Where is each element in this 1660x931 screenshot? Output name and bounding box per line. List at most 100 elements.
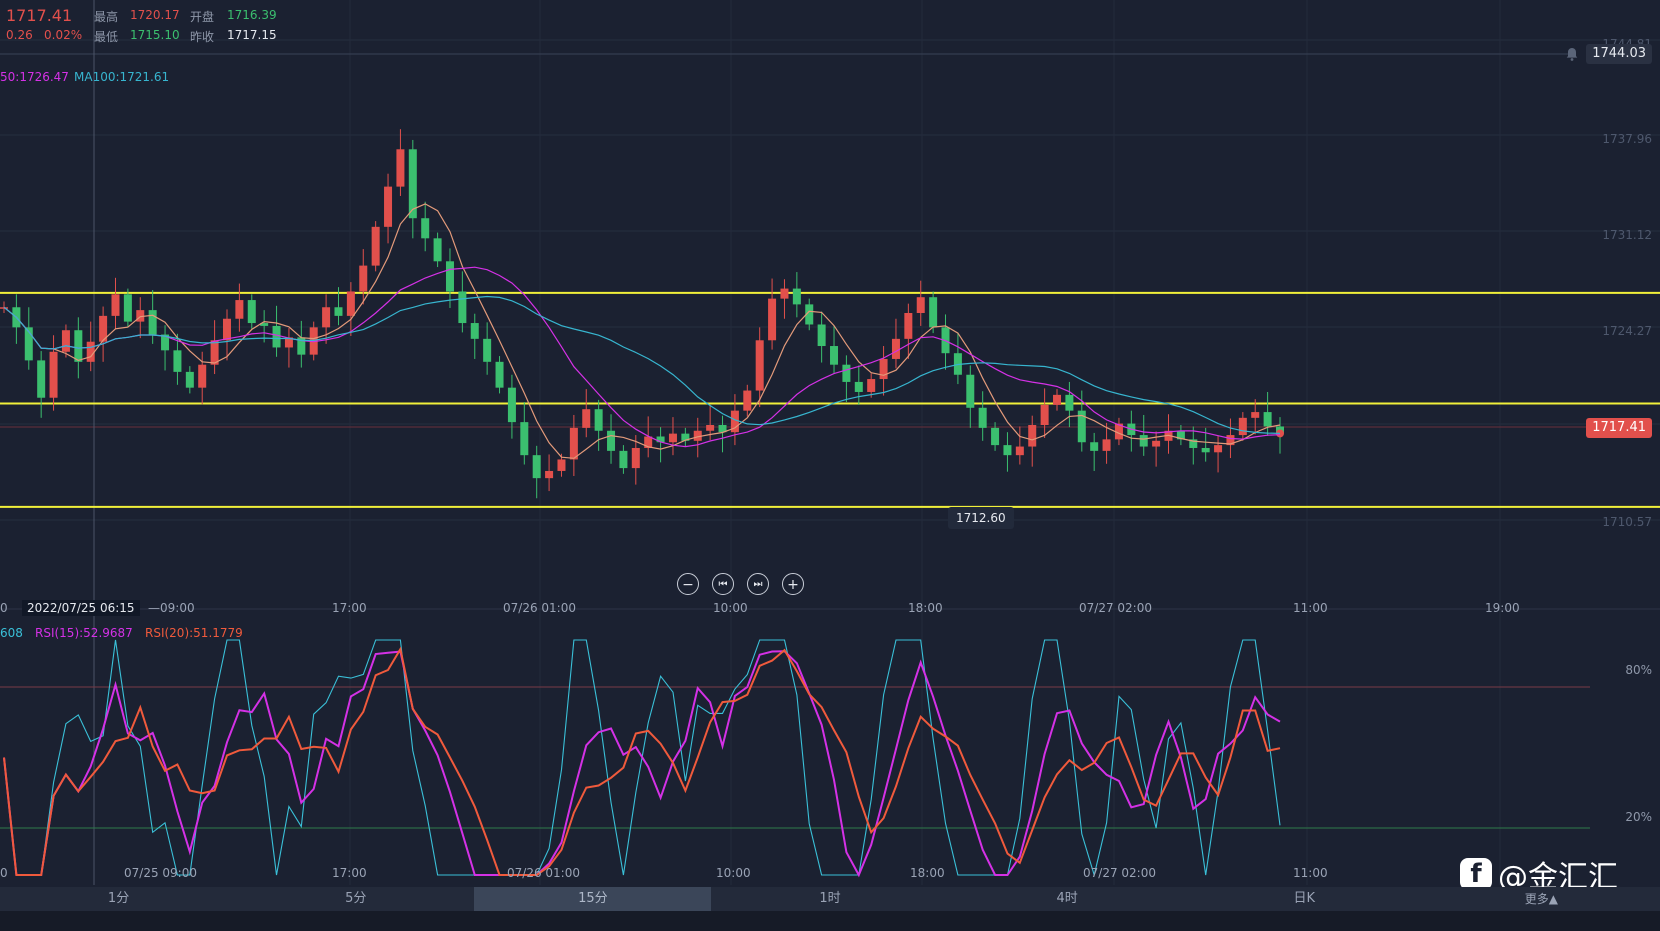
rsi-time-label: 18:00 [910,866,945,880]
candle-body [1065,394,1074,411]
candle-body [842,364,851,382]
price-alert-level[interactable]: 1744.03 [1586,44,1652,64]
candle-body [743,390,752,411]
candlestick-series [0,129,1284,499]
candle-body [656,436,665,443]
support-resistance-lines [0,291,1660,508]
rsi-time-label: 0 [0,866,8,880]
candle-body [322,307,331,328]
rsi-time-label: 07/25 09:00 [124,866,197,880]
skip-forward-button[interactable]: ⏭ [747,573,769,595]
more-timeframes-button[interactable]: 更多▲ [1524,892,1559,906]
candle-body [991,427,1000,446]
tab-daily[interactable]: 日K [1293,891,1316,906]
open-label: 开盘 [190,10,215,24]
candle-body [507,387,516,423]
rsi-time-label: 07/27 02:00 [1083,866,1156,880]
candle-body [198,364,207,388]
candle-body [780,288,789,299]
candle-body [607,430,616,451]
timeframe-tabs: 1分 5分 15分 1时 4时 日K 更多▲ [0,887,1660,911]
candle-body [136,310,145,322]
candle-body [792,288,801,305]
price-tick: 1731.12 [1602,228,1652,242]
tab-5min[interactable]: 5分 [345,891,367,906]
crosshair-time-label: 2022/07/25 06:15 [22,600,140,616]
rsi-time-label: 11:00 [1293,866,1328,880]
tab-15min[interactable]: 15分 [474,887,712,911]
candle-body [668,433,677,443]
candle-body [594,409,603,431]
candle-body [260,323,269,326]
time-label: —09:00 [148,601,195,615]
ma100-legend: MA100:1721.61 [74,70,170,84]
ma50-legend: 50:1726.47 [0,70,69,84]
candle-body [1003,445,1012,456]
candle-body [445,261,454,292]
candle-body [1263,412,1272,427]
moving-average-lines [3,203,1281,459]
candle-body [681,433,690,441]
rsi-prev-legend: 608 [0,626,23,640]
time-label: 17:00 [332,601,367,615]
candle-body [1040,404,1049,426]
candle-body [458,291,467,324]
candle-body [582,409,591,428]
candle-body [61,330,70,352]
time-label: 0 [0,601,8,615]
rsi15-legend: RSI(15):52.9687 [35,626,133,640]
candle-body [730,410,739,433]
candle-body [173,350,182,372]
candle-body [755,340,764,391]
candle-body [1238,417,1247,436]
candle-body [545,470,554,479]
tab-1min[interactable]: 1分 [107,891,130,906]
candle-body [978,407,987,428]
tab-1hour[interactable]: 1时 [819,891,841,906]
candle-body [359,265,368,292]
price-tick: 1737.96 [1602,132,1652,146]
rsi-time-label: 17:00 [332,866,367,880]
rsi15-line [3,650,1281,878]
rsi-20-label: 20% [1625,810,1652,824]
skip-back-button[interactable]: ⏮ [712,573,734,595]
candle-body [644,436,653,448]
candle-body [384,186,393,227]
zoom-out-button[interactable]: − [677,573,699,595]
candle-body [1077,410,1086,443]
bottom-bar [0,911,1660,931]
candle-body [371,226,380,266]
candle-body [1201,447,1210,453]
candle-body [619,450,628,469]
candle-body [396,149,405,187]
candle-body [569,427,578,460]
candle-body [483,338,492,362]
candle-body [235,300,244,319]
zoom-in-button[interactable]: + [782,573,804,595]
change-percent: 0.02% [44,28,83,42]
candle-body [1102,439,1111,451]
candle-body [334,307,343,316]
ma-short-line [3,203,1281,459]
watermark-logo-icon: f [1460,858,1492,890]
time-label: 19:00 [1485,601,1520,615]
rsi-panel [0,639,1590,878]
candle-body [24,327,33,361]
time-label: 10:00 [713,601,748,615]
candle-body [86,341,95,362]
candle-body [1189,439,1198,448]
ma100-line [3,295,1281,434]
low-label: 最低 [94,30,119,44]
candle-body [557,459,566,471]
low-annotation: 1712.60 [948,507,1014,529]
candle-body [470,323,479,339]
price-tick: 1724.27 [1602,324,1652,338]
bell-icon[interactable] [1564,46,1580,62]
candle-body [693,430,702,441]
candle-body [706,425,715,431]
tab-4hour[interactable]: 4时 [1056,891,1078,906]
chart-grid [0,0,1660,885]
candle-body [99,315,108,342]
